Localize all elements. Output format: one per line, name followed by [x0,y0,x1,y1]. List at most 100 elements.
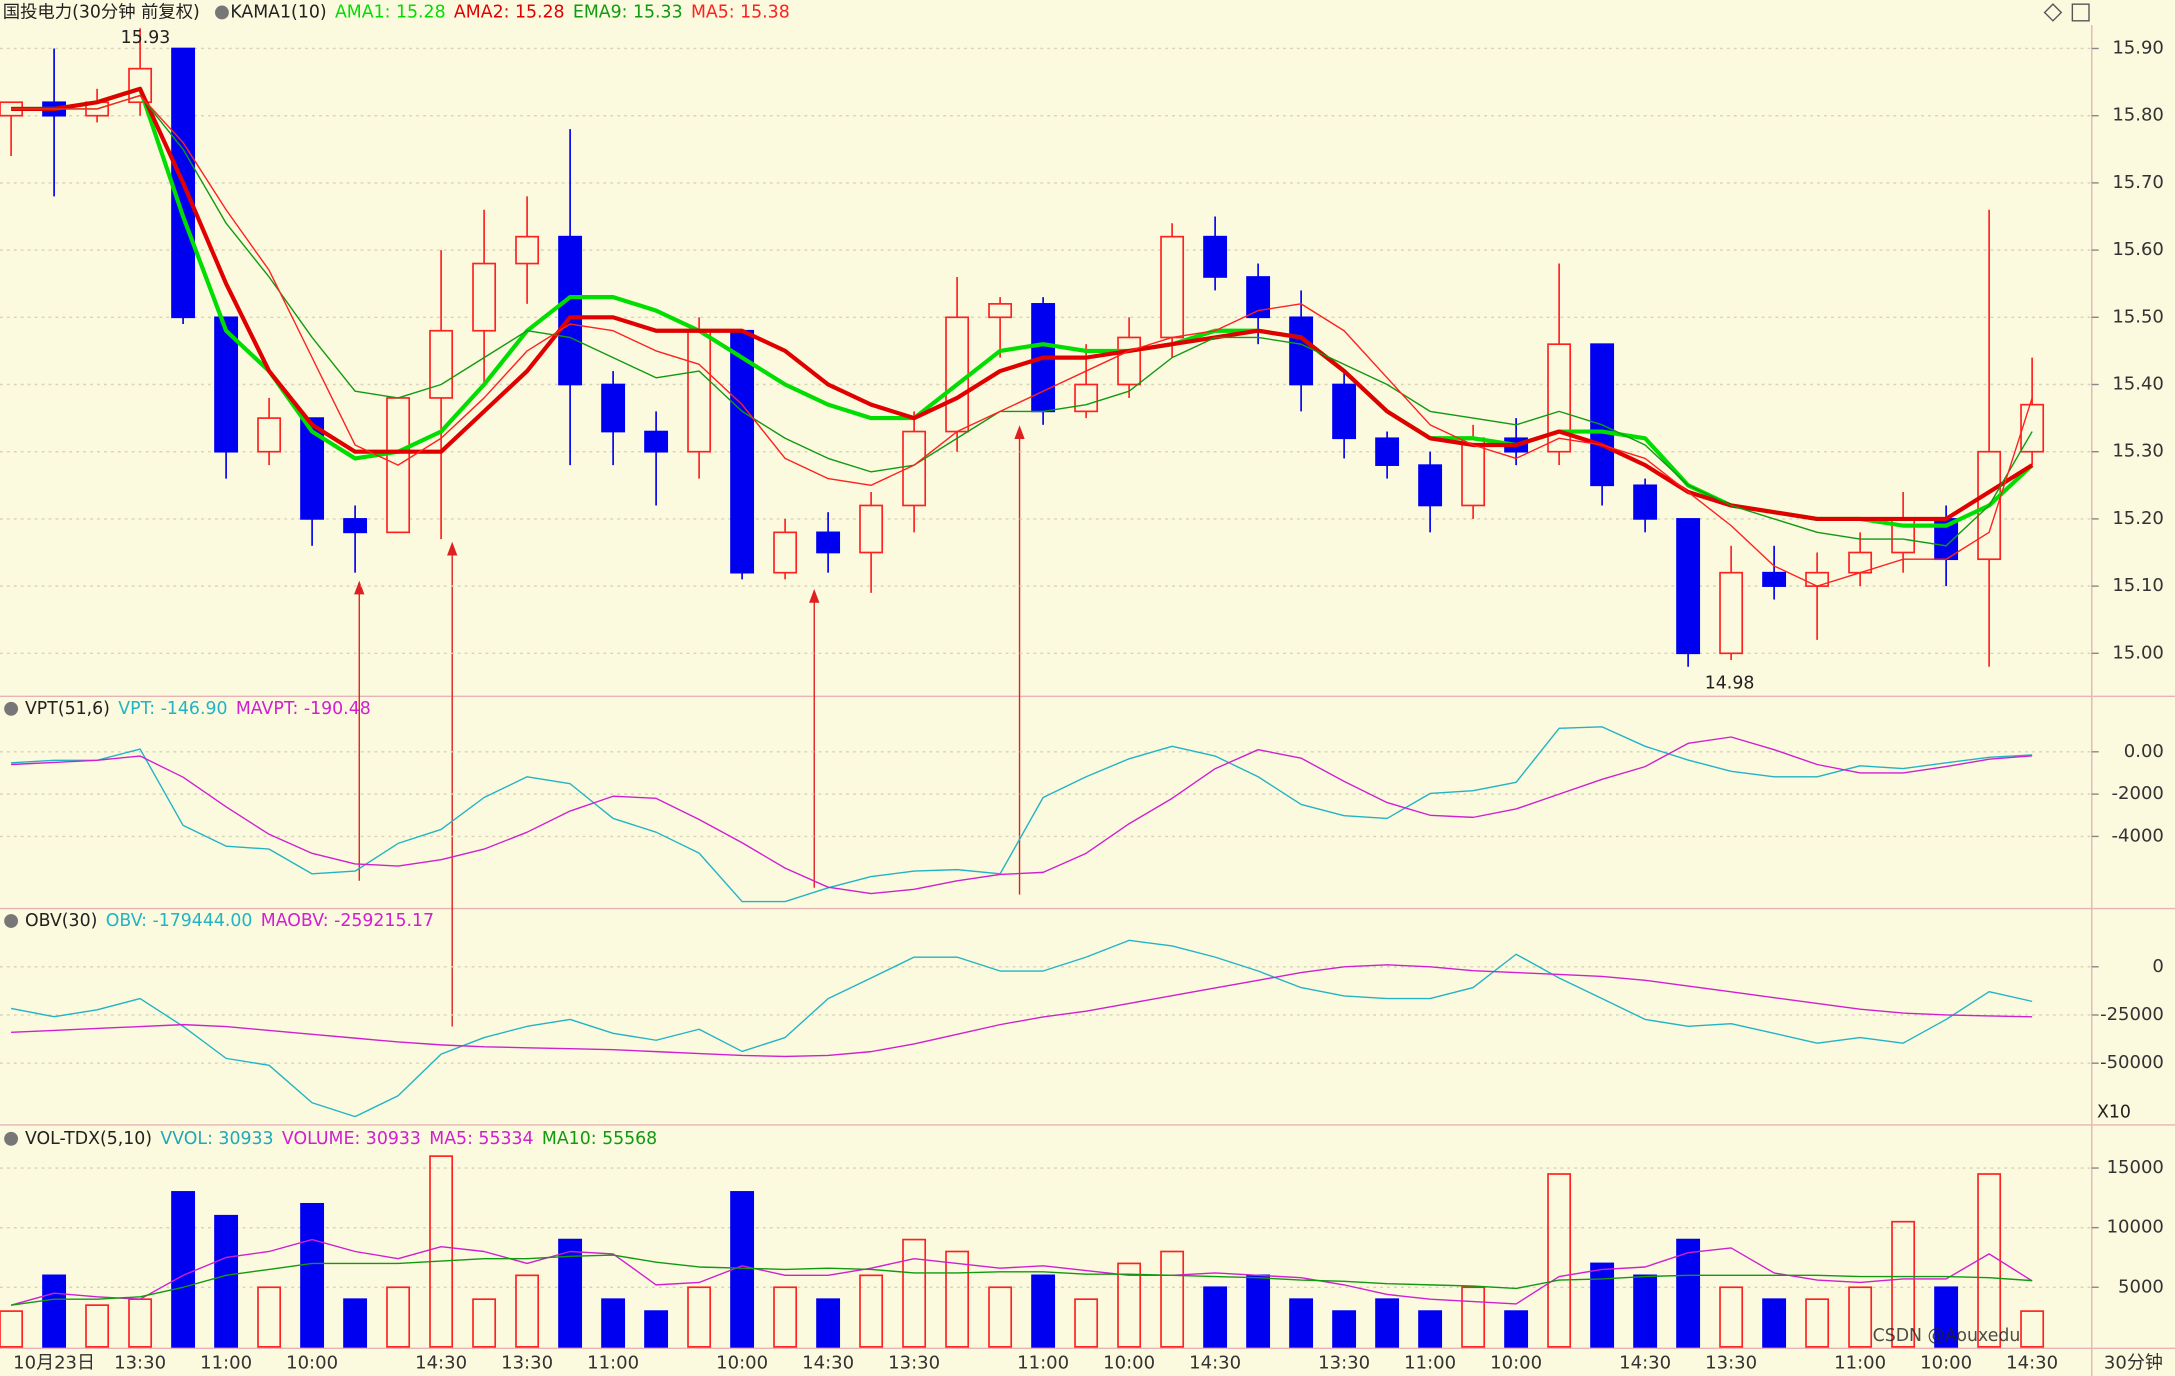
y-tick-label: -2000 [2112,783,2164,804]
volume-bar [1633,1274,1658,1348]
indicator-line [11,94,2033,587]
volume-bar [773,1286,798,1348]
panel-header: VPT(51,6) VPT: -146.90 MAVPT: -190.48 [25,699,371,719]
candle-body [859,504,884,554]
y-tick-label: -50000 [2100,1052,2164,1073]
panel-title: 国投电力(30分钟 前复权) [3,2,200,22]
candle-body [1117,336,1142,386]
y-tick-label: 15.80 [2112,105,2164,126]
volume-bar [1203,1286,1228,1348]
x-tick-label: 13:30 [888,1353,940,1374]
candle-body [1461,437,1486,507]
volume-bar [85,1304,110,1348]
x-tick-label: 13:30 [501,1353,553,1374]
candle-body [730,329,755,574]
volume-bar [1418,1310,1443,1348]
candle-body [1762,571,1787,587]
candle-body [1676,518,1701,655]
indicator-name: KAMA1(10) [230,2,326,22]
y-tick-label: 15.70 [2112,172,2164,193]
volume-bar [1934,1286,1959,1348]
panel-title: OBV(30) [25,911,97,931]
indicator-line [11,964,2033,1058]
volume-bar [859,1274,884,1348]
icon-diamond[interactable] [2043,3,2063,22]
candle-body [687,329,712,453]
arrow-head [1014,425,1025,440]
x-tick-label: 10:00 [1920,1353,1972,1374]
legend-entry: MAVPT: -190.48 [236,699,371,719]
candle-body [1375,437,1400,466]
volume-bar [343,1298,368,1348]
legend-entry: MA10: 55568 [542,1129,657,1149]
x-tick-label: 14:30 [802,1353,854,1374]
volume-bar [1547,1173,1572,1348]
candle-body [601,383,626,433]
arrow-head [809,588,820,603]
y-tick-label: -4000 [2112,825,2164,846]
x-tick-label: 10:00 [716,1353,768,1374]
volume-bar [558,1238,583,1348]
volume-bar [1031,1274,1056,1348]
volume-bar [386,1286,411,1348]
y-tick-label: 15000 [2107,1157,2164,1178]
volume-bar [1762,1298,1787,1348]
x-tick-label: 14:30 [1619,1353,1671,1374]
candle-body [816,531,841,554]
volume-bar [257,1286,282,1348]
panel-icon [4,701,19,716]
volume-bar [42,1274,67,1348]
volume-bar [1590,1262,1615,1348]
signal-arrows [354,425,1025,1027]
legend-entry: VPT: -146.90 [118,699,227,719]
x-tick-label: 14:30 [1189,1353,1241,1374]
x-tick-label: 11:00 [1834,1353,1886,1374]
watermark: CSDN @Aouxedu [1873,1326,2021,1346]
period-label: 30分钟 [2104,1353,2163,1374]
x-tick-label: 10:00 [286,1353,338,1374]
legend-entry: EMA9: 15.33 [573,2,683,22]
candle-body [515,235,540,265]
toolbar-icons[interactable] [2043,3,2090,22]
y-tick-label: 15.40 [2112,374,2164,395]
y-tick-label: 15.30 [2112,441,2164,462]
candle-body [429,329,454,399]
candle-body [644,430,669,453]
volume-bar [1289,1298,1314,1348]
candle-body [128,67,153,104]
candle-body [1590,343,1615,487]
arrow-head [447,541,458,556]
volume-bar [1719,1286,1744,1348]
icon-window[interactable] [2071,3,2090,22]
candle-body [1203,235,1228,278]
legend-entry: VVOL: 30933 [160,1129,273,1149]
x-tick-label: 11:00 [1017,1353,1069,1374]
volume-bar [687,1286,712,1348]
y-tick-label: 15.50 [2112,306,2164,327]
panel-header: OBV(30) OBV: -179444.00 MAOBV: -259215.17 [25,911,434,931]
volume-bar [1117,1262,1142,1348]
volume-bar [601,1298,626,1348]
candle-body [257,417,282,453]
candle-body [1160,235,1185,339]
volume-bar [902,1238,927,1348]
volume-bar [988,1286,1013,1348]
x-tick-label: 13:30 [114,1353,166,1374]
y-tick-label: 10000 [2107,1217,2164,1238]
y-tick-label: 15.00 [2112,642,2164,663]
volume-bar [1504,1310,1529,1348]
y-tick-label: 15.60 [2112,239,2164,260]
volume-bar [1676,1238,1701,1348]
y-tick-label: 5000 [2118,1276,2164,1297]
candle-body [1719,571,1744,655]
indicator-line [10,1238,2033,1306]
volume-bar [644,1310,669,1348]
x-tick-label: 11:00 [1404,1353,1456,1374]
candle-body [558,235,583,386]
volume-bar [1246,1274,1271,1348]
x-tick-label: 14:30 [2006,1353,2058,1374]
volume-bar [214,1214,239,1348]
legend-entry: AMA1: 15.28 [335,2,446,22]
panel-icon [4,914,19,928]
y-tick-label: 15.10 [2112,575,2164,596]
